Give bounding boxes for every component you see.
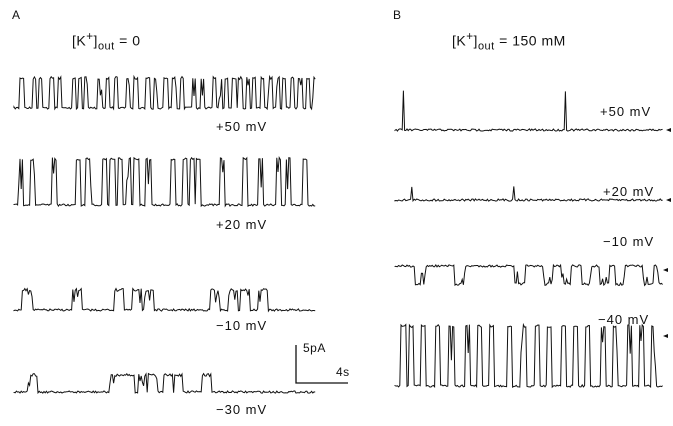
scale-bar-current-label: 5pA: [303, 341, 326, 355]
trace-b3-label: −10 mV: [603, 234, 655, 249]
trace-a1-label: +50 mV: [216, 119, 268, 134]
scale-bar-time-label: 4s: [336, 365, 350, 379]
trace-b2: [394, 186, 663, 203]
baseline-marker-b2: [666, 198, 671, 202]
trace-a4-label: −30 mV: [216, 402, 268, 417]
trace-a4: [13, 372, 316, 395]
trace-b1-label: +50 mV: [600, 104, 652, 119]
trace-a2-label: +20 mV: [216, 217, 268, 232]
panel-b-letter: B: [393, 8, 402, 22]
trace-b1: [394, 90, 663, 132]
panel-b-condition: [K+]out = 150 mM: [452, 30, 566, 53]
baseline-marker-b4: [663, 334, 668, 338]
trace-a1: [13, 74, 316, 111]
trace-a2: [13, 156, 316, 208]
trace-a3-label: −10 mV: [216, 318, 268, 333]
panel-a-letter: A: [12, 8, 21, 22]
scale-bar: [295, 345, 348, 384]
trace-b4: [394, 322, 663, 389]
baseline-marker-b3: [663, 268, 668, 272]
trace-a3: [13, 287, 316, 313]
trace-b4-label: −40 mV: [598, 312, 650, 327]
trace-b3: [394, 263, 663, 287]
panel-a-condition: [K+]out = 0: [72, 30, 141, 53]
baseline-marker-b1: [666, 128, 671, 132]
trace-b2-label: +20 mV: [603, 184, 655, 199]
